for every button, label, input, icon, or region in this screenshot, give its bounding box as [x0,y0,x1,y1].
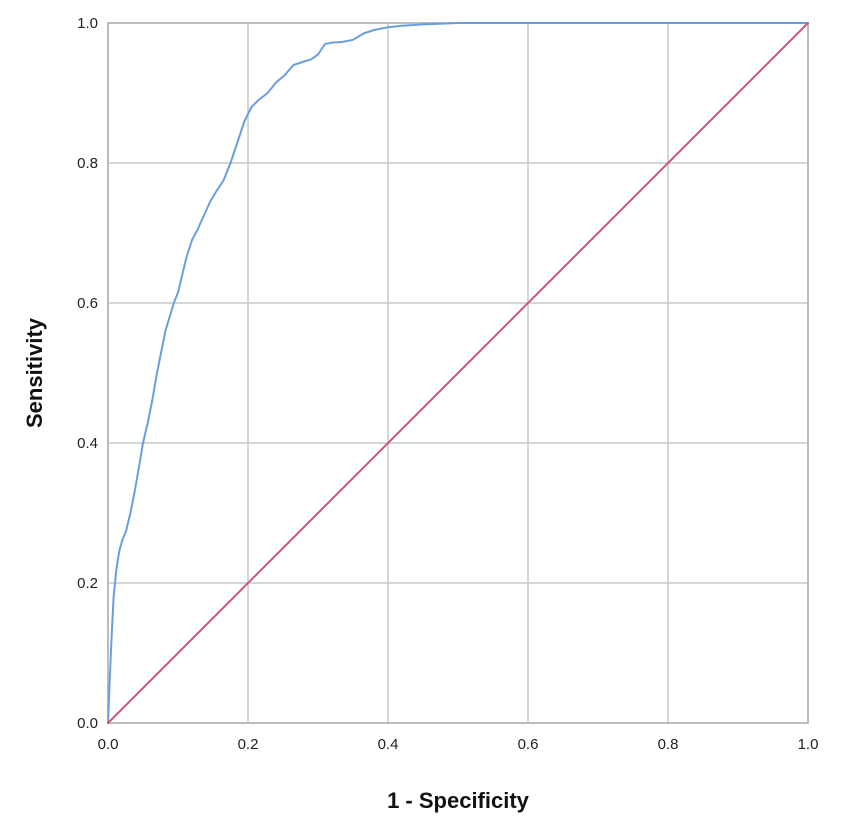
x-tick-label: 1.0 [798,736,819,753]
y-tick-label: 0.0 [77,715,98,732]
grid-lines [107,22,809,724]
y-axis-title: Sensitivity [22,317,47,428]
x-tick-label: 0.4 [378,736,399,753]
y-tick-label: 0.6 [77,295,98,312]
y-tick-label: 0.8 [77,155,98,172]
x-tick-label: 0.8 [658,736,679,753]
reference-diagonal-line [107,22,809,724]
x-tick-label: 0.0 [98,736,119,753]
series-layer [107,22,809,724]
y-tick-label: 0.2 [77,575,98,592]
roc-curve-line [107,22,809,724]
x-tick-label: 0.2 [238,736,259,753]
tick-labels: 0.0 0.2 0.4 0.6 0.8 1.0 0.0 0.2 0.4 0.6 0.8 1.0 [77,15,818,753]
y-tick-label: 0.4 [77,435,98,452]
y-tick-label: 1.0 [77,15,98,32]
x-tick-label: 0.6 [518,736,539,753]
x-axis-title: 1 - Specificity [387,788,530,813]
